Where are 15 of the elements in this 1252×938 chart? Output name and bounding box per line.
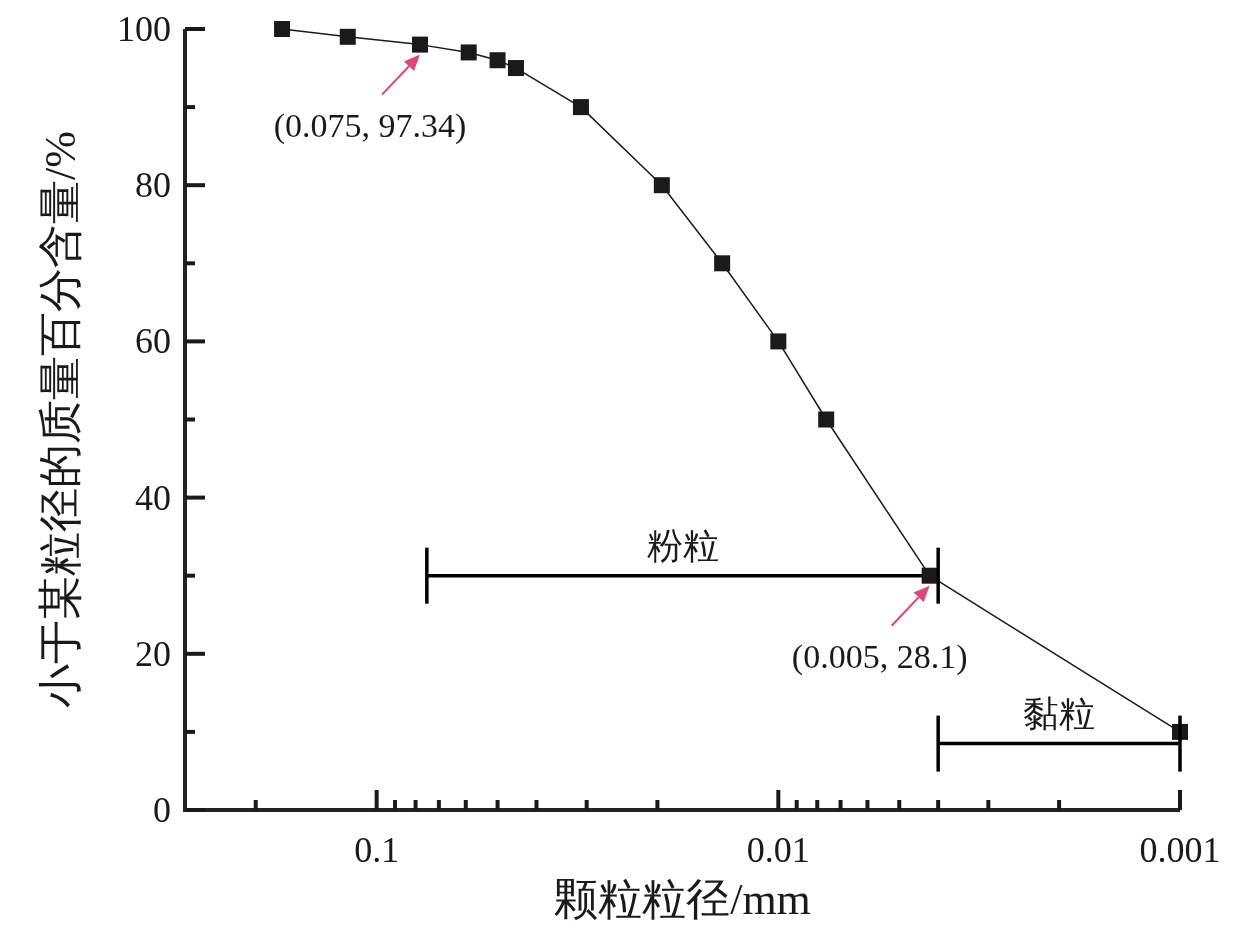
y-axis-title: 小于某粒径的质量百分含量/% [36,131,85,708]
y-tick-label: 20 [135,633,171,674]
x-tick-label: 0.001 [1139,830,1221,870]
x-tick-label: 0.01 [746,830,810,870]
series-label: 黏粒 [1023,693,1096,734]
y-tick-label: 40 [135,477,171,518]
y-tick-label: 0 [153,790,171,830]
x-axis-title: 颗粒粒径/mm [554,875,811,924]
y-tick-label: 60 [135,321,171,362]
series-label: 粉粒 [646,525,719,566]
y-tick-label: 100 [117,9,171,49]
annotation: (0.005, 28.1) [791,637,968,676]
annotation: (0.075, 97.34) [273,106,467,145]
x-tick-label: 0.1 [354,830,400,870]
y-tick-label: 80 [135,165,171,206]
